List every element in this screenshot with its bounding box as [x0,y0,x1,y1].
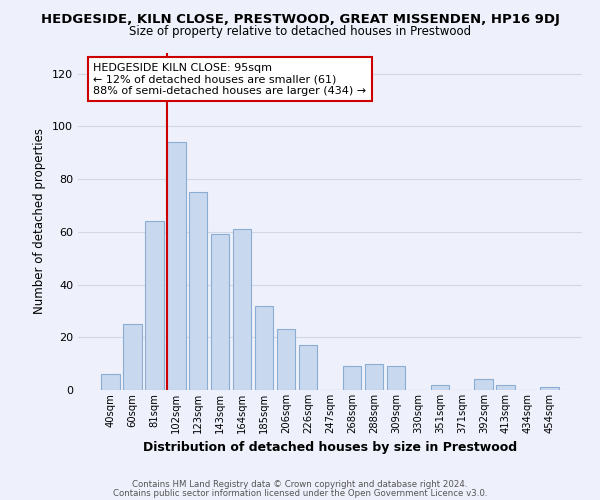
Y-axis label: Number of detached properties: Number of detached properties [34,128,46,314]
Text: Size of property relative to detached houses in Prestwood: Size of property relative to detached ho… [129,24,471,38]
Text: HEDGESIDE, KILN CLOSE, PRESTWOOD, GREAT MISSENDEN, HP16 9DJ: HEDGESIDE, KILN CLOSE, PRESTWOOD, GREAT … [41,12,559,26]
Bar [189,192,208,390]
Text: Contains public sector information licensed under the Open Government Licence v3: Contains public sector information licen… [113,489,487,498]
Bar [145,221,164,390]
Bar [299,345,317,390]
X-axis label: Distribution of detached houses by size in Prestwood: Distribution of detached houses by size … [143,442,517,454]
Bar [101,374,119,390]
Bar [167,142,185,390]
Bar [343,366,361,390]
Bar [233,229,251,390]
Bar [541,388,559,390]
Bar [365,364,383,390]
Bar [255,306,274,390]
Bar [475,380,493,390]
Bar [211,234,229,390]
Text: HEDGESIDE KILN CLOSE: 95sqm
← 12% of detached houses are smaller (61)
88% of sem: HEDGESIDE KILN CLOSE: 95sqm ← 12% of det… [93,62,366,96]
Bar [123,324,142,390]
Text: Contains HM Land Registry data © Crown copyright and database right 2024.: Contains HM Land Registry data © Crown c… [132,480,468,489]
Bar [386,366,405,390]
Bar [496,384,515,390]
Bar [431,384,449,390]
Bar [277,330,295,390]
